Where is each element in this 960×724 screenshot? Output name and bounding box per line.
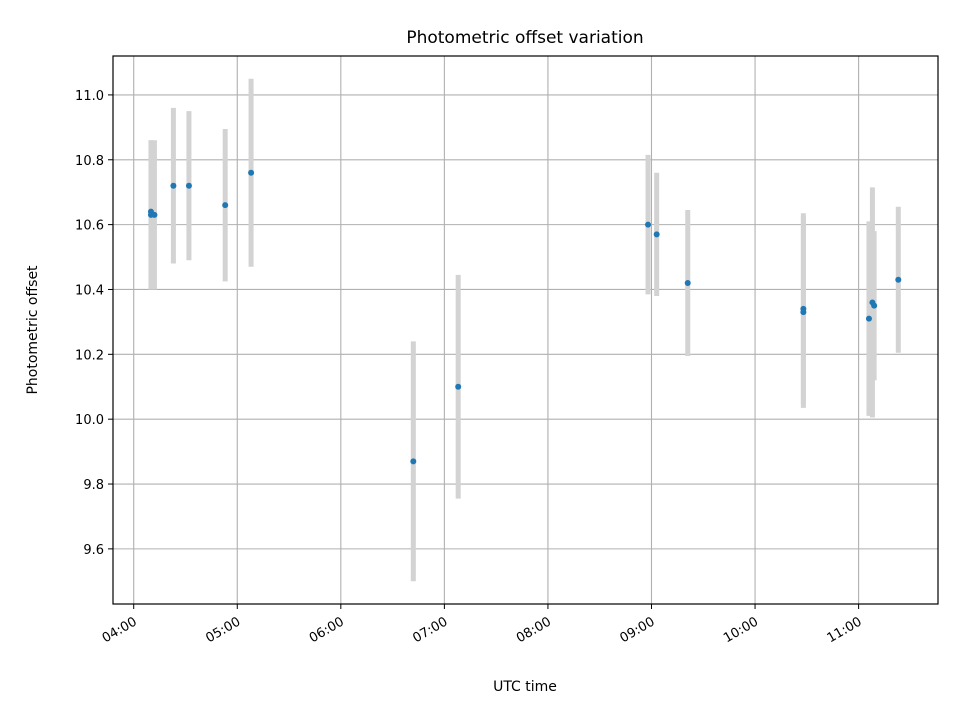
data-point: [151, 211, 158, 218]
data-points: [147, 169, 902, 465]
y-axis-label: Photometric offset: [25, 265, 41, 395]
plot-frame: [112, 55, 939, 605]
data-point: [645, 221, 652, 228]
data-point: [410, 458, 417, 465]
x-axis-label: UTC time: [493, 679, 557, 695]
data-point: [895, 276, 902, 283]
y-axis-ticks: 9.6 9.8 10.0 10.2 10.4 10.6 10.8 11.0: [75, 89, 113, 558]
data-point: [455, 383, 462, 390]
y-tick-label: 10.8: [75, 154, 104, 169]
y-tick-label: 10.2: [75, 348, 104, 363]
y-tick-label: 11.0: [75, 89, 104, 104]
data-point: [653, 231, 660, 238]
y-tick-label: 9.6: [83, 543, 104, 558]
y-tick-label: 10.4: [75, 283, 104, 298]
data-point: [222, 202, 229, 209]
y-tick-label: 9.8: [83, 478, 104, 493]
data-point: [865, 315, 872, 322]
chart-title: Photometric offset variation: [406, 28, 643, 48]
y-tick-label: 10.6: [75, 219, 104, 234]
grid: [113, 56, 938, 604]
data-point: [248, 169, 255, 176]
data-point: [871, 302, 878, 309]
y-tick-label: 10.0: [75, 413, 104, 428]
data-point: [185, 182, 192, 189]
data-point: [170, 182, 177, 189]
data-point: [800, 309, 807, 316]
data-point: [684, 279, 691, 286]
